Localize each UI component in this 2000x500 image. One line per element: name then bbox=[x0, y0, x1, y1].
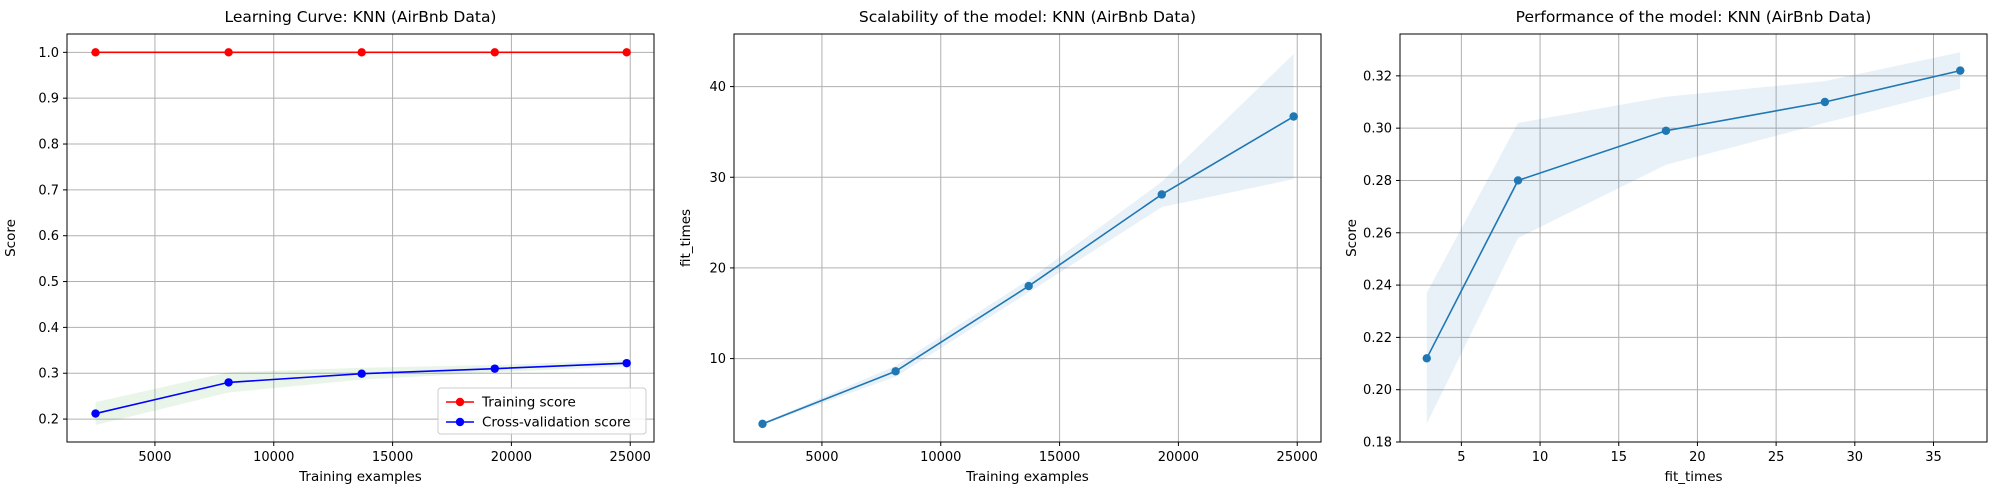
y-tick-label: 0.2 bbox=[38, 413, 59, 428]
plot-frame bbox=[66, 33, 655, 443]
legend-swatch-marker bbox=[455, 417, 465, 427]
data-point bbox=[1422, 354, 1431, 363]
data-point bbox=[622, 358, 631, 368]
x-axis-label: Training examples bbox=[298, 469, 422, 485]
y-tick-label: 0.4 bbox=[38, 321, 59, 336]
y-axis-label: fit_times bbox=[678, 209, 694, 267]
legend: Training score Cross-validation score bbox=[437, 387, 647, 435]
y-tick-label: 10 bbox=[709, 352, 726, 367]
y-tick-label: 20 bbox=[709, 261, 726, 276]
y-tick-label: 0.28 bbox=[1363, 174, 1392, 189]
x-tick-label: 15 bbox=[1610, 450, 1627, 465]
x-tick-label: 10 bbox=[1532, 450, 1549, 465]
data-point bbox=[357, 48, 366, 57]
chart-title: Learning Curve: KNN (AirBnb Data) bbox=[225, 8, 497, 26]
gridlines bbox=[67, 34, 654, 442]
x-tick-label: 30 bbox=[1847, 450, 1864, 465]
y-tick-label: 1.0 bbox=[38, 46, 59, 61]
plot-frame bbox=[733, 33, 1322, 443]
data-point bbox=[490, 48, 499, 57]
confidence-band bbox=[95, 359, 627, 426]
chart-title: Scalability of the model: KNN (AirBnb Da… bbox=[859, 8, 1196, 26]
data-point bbox=[490, 364, 499, 373]
legend-entry: Cross-validation score bbox=[482, 415, 631, 431]
x-tick-label: 15000 bbox=[372, 450, 413, 465]
data-point bbox=[357, 369, 366, 378]
chart-1: 5000 10000 15000 20000 25000 0.2 0.3 0.4 0.5 0.6 0… bbox=[3, 8, 655, 485]
x-tick-label: 5 bbox=[1457, 450, 1465, 465]
y-tick-label: 0.24 bbox=[1363, 279, 1392, 294]
legend-swatch-marker bbox=[455, 397, 465, 407]
x-tick-label: 25000 bbox=[610, 450, 651, 465]
y-tick-label: 0.18 bbox=[1363, 436, 1392, 451]
x-tick-label: 10000 bbox=[253, 450, 294, 465]
data-point bbox=[224, 48, 233, 57]
data-point bbox=[224, 378, 233, 387]
chart-title: Performance of the model: KNN (AirBnb Da… bbox=[1516, 8, 1872, 26]
data-point bbox=[1820, 97, 1830, 107]
data-point bbox=[1289, 112, 1298, 121]
x-tick-label: 10000 bbox=[920, 450, 961, 465]
x-tick-label: 20000 bbox=[1158, 450, 1199, 465]
x-tick-label: 35 bbox=[1925, 450, 1942, 465]
x-tick-label: 20000 bbox=[491, 450, 532, 465]
data-point bbox=[1513, 176, 1523, 185]
y-tick-label: 0.8 bbox=[38, 138, 59, 153]
confidence-band bbox=[1426, 52, 1961, 424]
gridlines bbox=[734, 34, 1321, 442]
data-point bbox=[891, 367, 900, 376]
data-point bbox=[91, 48, 100, 57]
y-tick-label: 0.5 bbox=[38, 275, 59, 290]
y-tick-label: 0.6 bbox=[38, 229, 59, 244]
x-tick-label: 5000 bbox=[805, 450, 838, 465]
x-axis-label: fit_times bbox=[1664, 469, 1722, 485]
x-tick-label: 25000 bbox=[1277, 450, 1318, 465]
data-point bbox=[1024, 281, 1033, 291]
y-tick-label: 40 bbox=[709, 80, 726, 95]
x-tick-label: 20 bbox=[1689, 450, 1706, 465]
legend-box bbox=[437, 387, 647, 435]
legend-entry: Training score bbox=[481, 395, 576, 411]
y-tick-label: 30 bbox=[709, 171, 726, 186]
data-point bbox=[91, 409, 100, 418]
y-tick-label: 0.7 bbox=[38, 183, 59, 198]
chart-2: 5000 10000 15000 20000 25000 10 20 30 40 Scalabil… bbox=[678, 8, 1322, 485]
y-tick-label: 0.32 bbox=[1363, 69, 1392, 84]
plot-frame bbox=[1399, 33, 1988, 443]
x-tick-label: 25 bbox=[1768, 450, 1785, 465]
data-point bbox=[758, 419, 767, 429]
data-point bbox=[1157, 190, 1166, 199]
data-point bbox=[1956, 66, 1965, 75]
x-tick-label: 5000 bbox=[138, 450, 171, 465]
y-tick-label: 0.26 bbox=[1363, 226, 1392, 241]
x-tick-label: 15000 bbox=[1039, 450, 1080, 465]
y-axis-label: Score bbox=[1344, 219, 1360, 257]
confidence-band bbox=[762, 53, 1294, 425]
y-tick-label: 0.9 bbox=[38, 92, 59, 107]
chart-3: 5 10 15 20 25 30 35 0.18 0.20 0.22 0.24 0.26 0.28 0.3… bbox=[1344, 8, 1988, 485]
x-axis-label: Training examples bbox=[965, 469, 1089, 485]
y-tick-label: 0.3 bbox=[38, 367, 59, 382]
y-tick-label: 0.22 bbox=[1363, 331, 1392, 346]
data-point bbox=[622, 48, 631, 57]
data-point bbox=[1661, 126, 1671, 135]
y-tick-label: 0.20 bbox=[1363, 383, 1392, 398]
y-axis-label: Score bbox=[3, 219, 19, 257]
y-tick-label: 0.30 bbox=[1363, 122, 1392, 137]
